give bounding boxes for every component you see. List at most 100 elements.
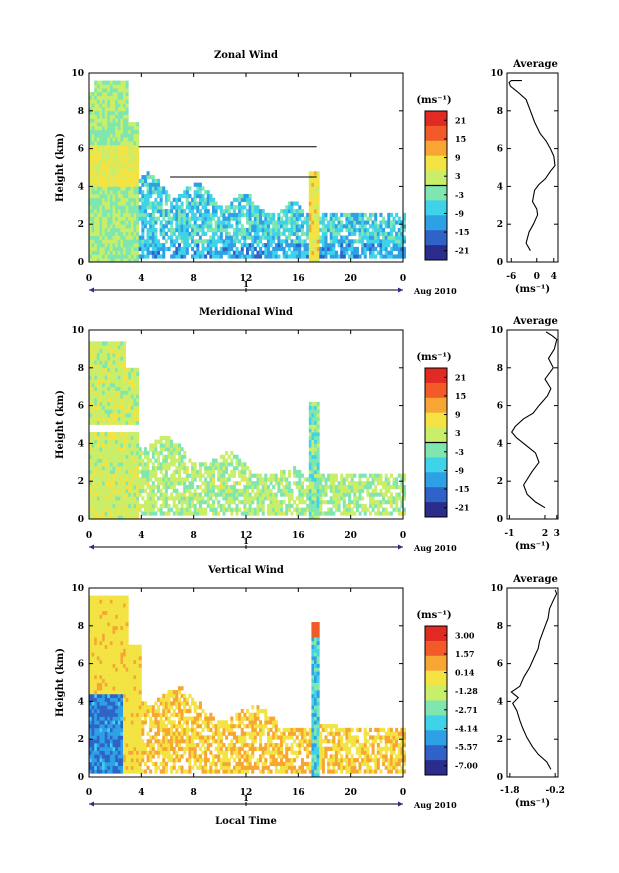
heatmap-cell <box>397 254 401 259</box>
heatmap-cell <box>125 246 129 252</box>
heatmap-cell <box>130 178 134 184</box>
colorbar-segment <box>425 122 447 127</box>
colorbar-segment <box>425 215 447 220</box>
heatmap-cell <box>316 178 320 184</box>
colorbar-segment <box>425 394 447 399</box>
heatmap-cell <box>125 416 129 422</box>
heatmap-cell <box>91 606 95 612</box>
heatmap-cell <box>107 481 111 486</box>
heatmap-cell <box>102 432 106 437</box>
heatmap-cell <box>151 190 155 195</box>
heatmap-cell <box>149 186 153 191</box>
heatmap-cell <box>128 197 132 202</box>
heatmap-cell <box>332 224 336 229</box>
heatmap-cell <box>300 227 304 233</box>
profile-x-tick-label: -1 <box>504 529 514 539</box>
heatmap-cell <box>99 405 103 410</box>
heatmap-cell <box>133 511 137 516</box>
heatmap-cell <box>376 235 380 240</box>
heatmap-cell <box>112 739 116 744</box>
panel-title: Meridional Wind <box>199 307 293 318</box>
heatmap-cell <box>256 492 260 497</box>
heatmap-cell <box>89 401 93 406</box>
heatmap-cell <box>198 477 202 482</box>
heatmap-cell <box>222 473 226 478</box>
heatmap-cell <box>282 484 286 490</box>
heatmap-cell <box>117 398 121 403</box>
heatmap-cell <box>91 231 95 236</box>
heatmap-cell <box>125 481 129 486</box>
heatmap-cell <box>353 239 357 244</box>
heatmap-cell <box>96 420 100 425</box>
heatmap-cell <box>91 640 95 646</box>
heatmap-cell <box>117 633 121 638</box>
heatmap-cell <box>149 216 153 221</box>
heatmap-cell <box>112 235 116 240</box>
heatmap-cell <box>112 735 116 740</box>
heatmap-cell <box>91 450 95 456</box>
heatmap-cell <box>91 671 95 676</box>
heatmap-cell <box>149 507 153 512</box>
heatmap-cell <box>96 356 100 361</box>
heatmap-cell <box>141 227 145 233</box>
heatmap-cell <box>248 243 252 248</box>
heatmap-cell <box>382 496 386 501</box>
heatmap-cell <box>120 637 124 642</box>
heatmap-cell <box>125 212 129 218</box>
heatmap-cell <box>89 648 93 653</box>
heatmap-cell <box>225 477 229 482</box>
heatmap-cell <box>295 201 299 206</box>
heatmap-cell <box>109 765 113 770</box>
heatmap-cell <box>340 235 344 240</box>
heatmap-cell <box>387 231 391 236</box>
heatmap-cell <box>102 80 106 85</box>
heatmap-cell <box>314 201 318 206</box>
heatmap-cell <box>196 243 200 248</box>
heatmap-cell <box>102 484 106 490</box>
heatmap-cell <box>94 731 98 736</box>
heatmap-cell <box>128 224 132 229</box>
heatmap-cell <box>204 507 208 512</box>
heatmap-cell <box>123 110 127 115</box>
heatmap-cell <box>107 644 111 649</box>
heatmap-cell <box>308 435 312 441</box>
heatmap-cell <box>143 224 147 229</box>
heatmap-cell <box>272 212 276 218</box>
heatmap-cell <box>392 216 396 221</box>
heatmap-cell <box>107 148 111 153</box>
heatmap-cell <box>123 95 127 100</box>
heatmap-cell <box>96 432 100 437</box>
heatmap-cell <box>109 367 113 372</box>
heatmap-cell <box>300 507 304 512</box>
heatmap-cell <box>99 769 103 774</box>
heatmap-cell <box>298 488 302 493</box>
heatmap-cell <box>130 216 134 221</box>
heatmap-cell <box>319 477 323 482</box>
heatmap-cell <box>133 254 137 259</box>
heatmap-cell <box>201 220 205 225</box>
heatmap-cell <box>89 409 93 414</box>
heatmap-cell <box>183 454 187 459</box>
heatmap-cell <box>172 462 176 467</box>
heatmap-cell <box>295 220 299 225</box>
heatmap-cell <box>319 216 323 221</box>
heatmap-cell <box>225 462 229 467</box>
colorbar-segment <box>425 237 447 242</box>
heatmap-cell <box>159 220 163 225</box>
heatmap-cell <box>246 250 250 255</box>
heatmap-cell <box>204 492 208 497</box>
heatmap-cell <box>115 171 119 176</box>
heatmap-cell <box>104 492 108 497</box>
colorbar-segment <box>425 174 447 179</box>
heatmap-cell <box>295 235 299 240</box>
heatmap-cell <box>120 386 124 391</box>
heatmap-cell <box>353 216 357 221</box>
heatmap-cell <box>240 205 244 210</box>
heatmap-cell <box>348 220 352 225</box>
heatmap-cell <box>238 231 242 236</box>
heatmap-cell <box>112 409 116 414</box>
heatmap-cell <box>206 496 210 501</box>
heatmap-cell <box>115 701 119 706</box>
heatmap-cell <box>120 246 124 252</box>
heatmap-cell <box>308 492 312 497</box>
